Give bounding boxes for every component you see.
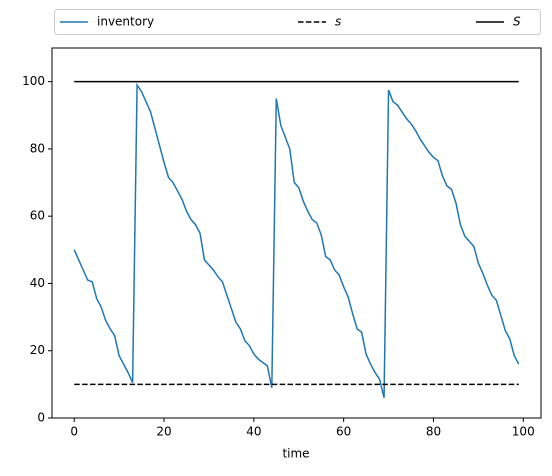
legend-box — [54, 9, 541, 35]
y-tick-label: 40 — [30, 276, 45, 290]
legend-label: s — [335, 15, 341, 29]
x-tick-label: 100 — [512, 425, 535, 439]
legend-label: S — [513, 15, 521, 29]
y-tick-label: 20 — [30, 343, 45, 357]
series-line — [73, 82, 520, 398]
y-tick-label: 60 — [30, 209, 45, 223]
x-axis-label: time — [282, 447, 309, 461]
x-tick-label: 20 — [156, 425, 171, 439]
y-tick-label: 100 — [22, 74, 45, 88]
x-tick-label: 80 — [426, 425, 441, 439]
y-tick-label: 0 — [37, 411, 45, 425]
x-tick-label: 60 — [336, 425, 351, 439]
axes-frame — [51, 47, 542, 419]
legend-label: inventory — [97, 15, 154, 29]
x-tick-label: 40 — [246, 425, 261, 439]
x-tick-label: 0 — [70, 425, 78, 439]
y-tick-label: 80 — [30, 141, 45, 155]
